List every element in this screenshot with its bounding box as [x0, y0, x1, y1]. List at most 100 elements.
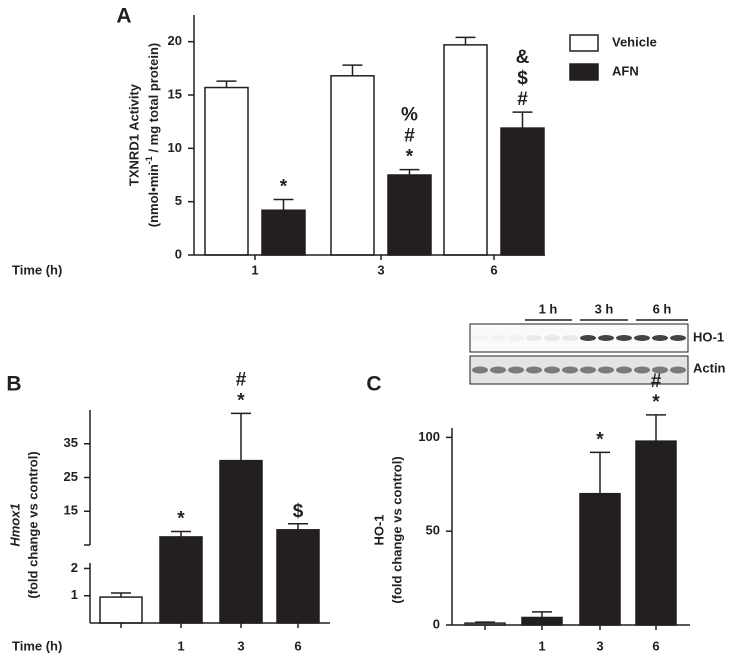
blot-strip	[469, 323, 689, 353]
band	[634, 335, 650, 341]
y-tick-label: 35	[64, 435, 78, 450]
x-tick-label: 6	[490, 262, 497, 277]
y-tick-label: 15	[168, 86, 182, 101]
y-tick-label: 50	[426, 523, 440, 538]
significance-marker: #	[517, 89, 528, 110]
bar	[159, 536, 203, 624]
y-axis-label-part: / mg total protein)	[146, 43, 161, 156]
lane-label: 6 h	[653, 301, 672, 316]
band	[616, 366, 632, 374]
significance-marker: $	[517, 68, 528, 89]
band	[508, 335, 524, 341]
x-axis-label: Time (h)	[12, 262, 62, 277]
significance-marker: &	[516, 47, 530, 68]
band	[562, 335, 578, 341]
bar	[261, 209, 306, 256]
blot-strip	[469, 355, 689, 385]
legend-swatch	[569, 63, 599, 81]
x-tick-label: 1	[177, 638, 184, 653]
western-blot: 1 h 3 h 6 h HO-1 Actin	[469, 301, 726, 385]
band	[544, 366, 560, 374]
bar	[635, 440, 677, 626]
significance-marker: *	[406, 147, 414, 168]
significance-marker: *	[652, 392, 660, 413]
band	[544, 335, 560, 341]
y-tick-label: 100	[418, 429, 440, 444]
significance-marker: *	[237, 390, 245, 411]
band	[472, 366, 488, 374]
bar	[330, 75, 375, 256]
bar	[443, 44, 488, 256]
significance-marker: %	[401, 105, 418, 126]
x-tick-label: 6	[652, 638, 659, 653]
bar	[204, 86, 249, 256]
band	[526, 335, 542, 341]
y-tick-label: 10	[168, 140, 182, 155]
panel-label: A	[116, 5, 131, 28]
row-label: Actin	[693, 360, 726, 375]
y-axis-label-sup: -1	[144, 156, 154, 164]
y-tick-label: 2	[71, 560, 78, 575]
band	[670, 366, 686, 374]
y-tick-label: 0	[433, 616, 440, 631]
panel-label: C	[366, 373, 381, 396]
band	[472, 335, 488, 341]
bar	[500, 127, 545, 256]
band	[526, 366, 542, 374]
band	[634, 366, 650, 374]
x-tick-label: 3	[237, 638, 244, 653]
y-axis-label: (nmol•min-1 / mg total protein)	[144, 43, 161, 227]
legend-label: Vehicle	[612, 34, 657, 49]
significance-marker: #	[404, 126, 415, 147]
lane-label: 1 h	[539, 301, 558, 316]
y-axis-label-part: (nmol•min	[146, 164, 161, 227]
x-tick-label: 3	[377, 262, 384, 277]
lane-label: 3 h	[595, 301, 614, 316]
y-tick-label: 0	[175, 246, 182, 261]
significance-marker: *	[596, 429, 604, 450]
bar	[521, 616, 563, 626]
band	[652, 366, 668, 374]
significance-marker: *	[280, 177, 288, 198]
bar	[219, 459, 263, 624]
x-tick-label: 1	[251, 262, 258, 277]
bar	[387, 174, 432, 256]
y-tick-label: 20	[168, 33, 182, 48]
y-axis-label: HO-1	[371, 514, 386, 545]
legend-label: AFN	[612, 63, 639, 78]
x-tick-label: 6	[294, 638, 301, 653]
y-tick-label: 1	[71, 587, 78, 602]
band	[562, 366, 578, 374]
x-axis-label: Time (h)	[12, 638, 62, 653]
band	[490, 335, 506, 341]
significance-marker: #	[236, 369, 247, 390]
significance-marker: #	[651, 371, 662, 392]
panel-label: B	[6, 373, 21, 396]
band	[508, 366, 524, 374]
band	[670, 335, 686, 341]
legend-swatch	[569, 34, 599, 52]
y-axis-label: (fold change vs control)	[25, 451, 40, 598]
x-tick-label: 3	[596, 638, 603, 653]
band	[616, 335, 632, 341]
band	[652, 335, 668, 341]
significance-marker: *	[177, 509, 185, 530]
y-tick-label: 5	[175, 193, 182, 208]
y-tick-label: 25	[64, 469, 78, 484]
band	[580, 335, 596, 341]
y-tick-label: 15	[64, 503, 78, 518]
significance-marker: $	[293, 501, 304, 522]
row-label: HO-1	[693, 329, 724, 344]
y-axis-label: (fold change vs control)	[389, 456, 404, 603]
band	[598, 335, 614, 341]
y-axis-label: TXNRD1 Activity	[126, 83, 141, 186]
band	[490, 366, 506, 374]
band	[580, 366, 596, 374]
x-tick-label: 1	[538, 638, 545, 653]
bar	[99, 596, 143, 624]
bar	[579, 492, 621, 626]
bands	[472, 335, 686, 374]
band	[598, 366, 614, 374]
bar	[276, 529, 320, 624]
